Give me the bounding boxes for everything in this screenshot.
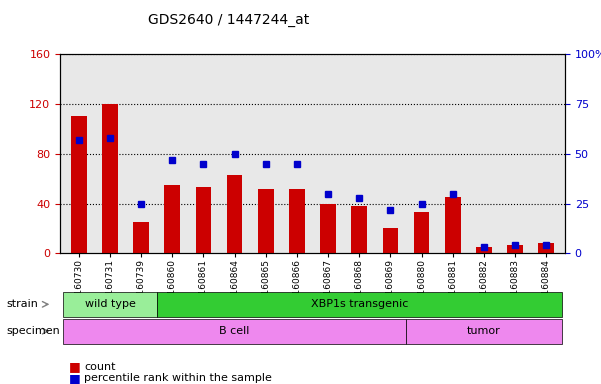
Bar [165, 185, 180, 253]
Bar [71, 116, 87, 253]
Text: percentile rank within the sample: percentile rank within the sample [84, 373, 272, 383]
Text: GDS2640 / 1447244_at: GDS2640 / 1447244_at [148, 13, 309, 27]
Text: tumor: tumor [467, 326, 501, 336]
Text: XBP1s transgenic: XBP1s transgenic [311, 299, 408, 310]
Text: strain: strain [6, 299, 38, 310]
Text: ■: ■ [69, 360, 81, 373]
Text: ■: ■ [69, 372, 81, 384]
Bar [133, 222, 149, 253]
Bar [102, 104, 118, 253]
Bar [445, 197, 460, 253]
Bar [352, 206, 367, 253]
Bar [383, 228, 398, 253]
Text: count: count [84, 362, 115, 372]
Bar [507, 245, 523, 253]
Bar [289, 189, 305, 253]
Bar [538, 243, 554, 253]
Text: B cell: B cell [219, 326, 250, 336]
Text: specimen: specimen [6, 326, 59, 336]
Text: wild type: wild type [85, 299, 135, 310]
Bar [320, 204, 336, 253]
Bar [414, 212, 429, 253]
Bar [476, 247, 492, 253]
Bar [227, 175, 242, 253]
Bar [258, 189, 273, 253]
Bar [196, 187, 211, 253]
